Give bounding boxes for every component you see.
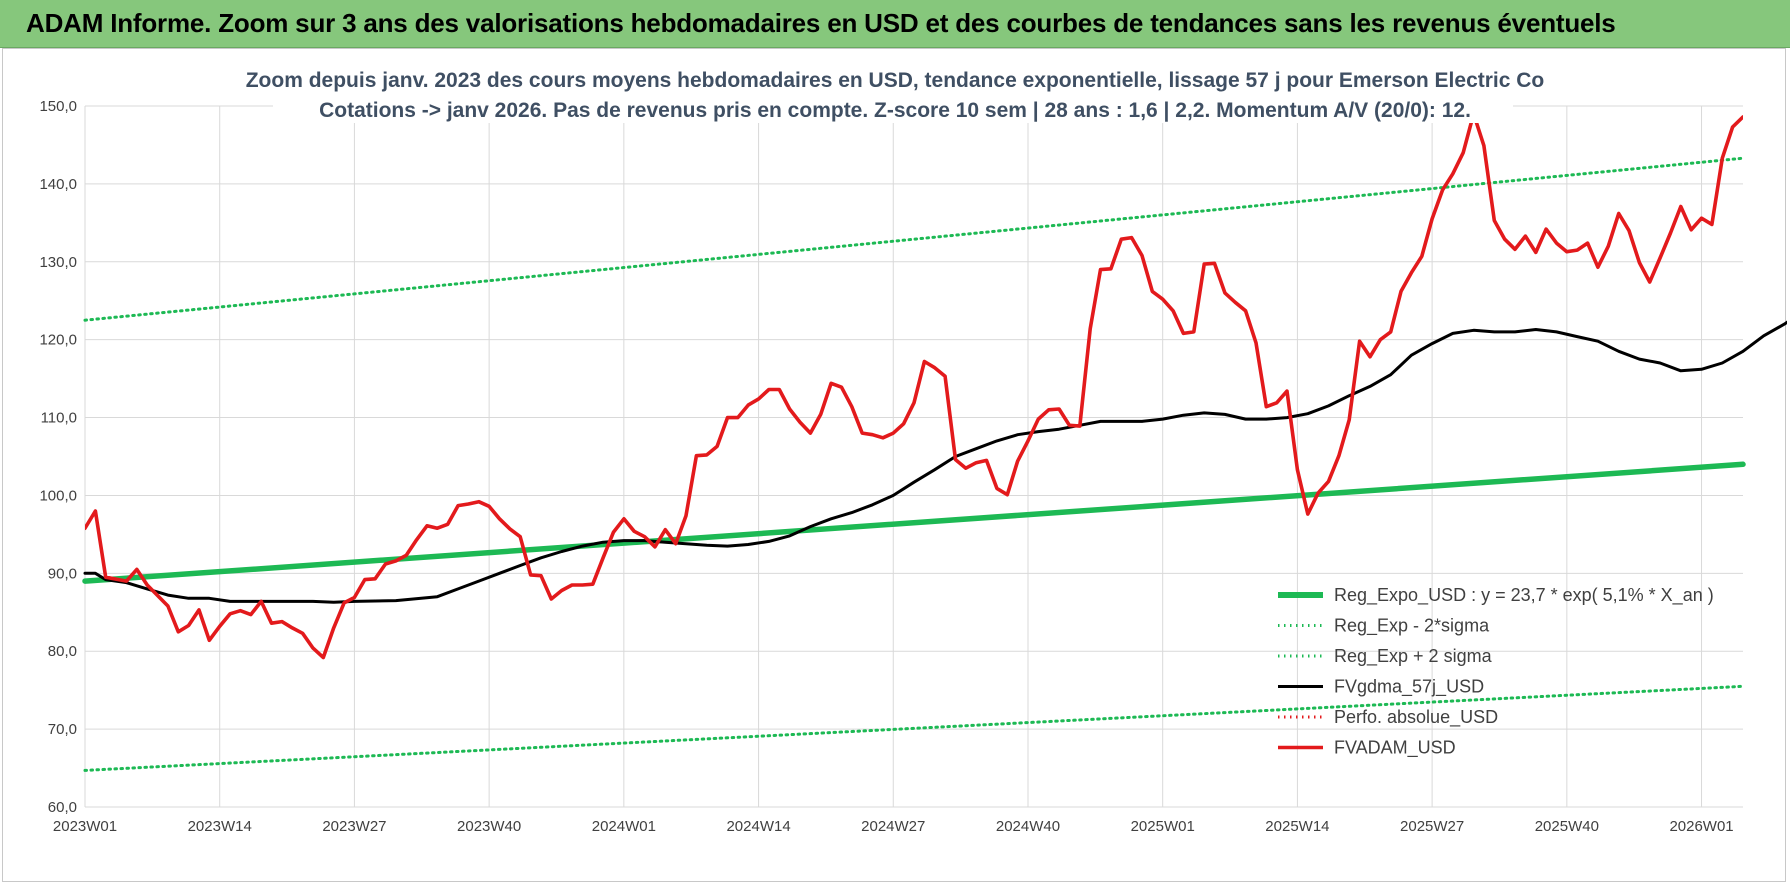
legend-label: Perfo. absolue_USD bbox=[1334, 707, 1498, 728]
y-tick-label: 90,0 bbox=[48, 565, 77, 582]
x-tick-label: 2023W27 bbox=[322, 818, 386, 835]
x-tick-label: 2025W40 bbox=[1535, 818, 1599, 835]
series-line-0 bbox=[82, 461, 1746, 584]
y-tick-label: 80,0 bbox=[48, 643, 77, 660]
y-tick-label: 140,0 bbox=[39, 176, 77, 193]
y-tick-label: 100,0 bbox=[39, 487, 77, 504]
series-line-2 bbox=[83, 156, 1745, 322]
x-axis-tick-labels: 2023W01 2023W14 2023W27 2023W40 2024W01 2024W… bbox=[53, 818, 1734, 835]
chart-title-line-2: Cotations -> janv 2026. Pas de revenus p… bbox=[319, 99, 1471, 122]
series-lines bbox=[82, 112, 1787, 772]
legend-label: Reg_Exp + 2 sigma bbox=[1334, 646, 1493, 667]
chart-frame: 60,0 70,0 80,0 90,0 100,0 110,0 120,0 130,0 140,… bbox=[2, 48, 1787, 882]
series-line-3 bbox=[83, 320, 1787, 604]
x-tick-label: 2026W01 bbox=[1669, 818, 1733, 835]
y-axis-tick-labels: 60,0 70,0 80,0 90,0 100,0 110,0 120,0 130,0 140,… bbox=[39, 98, 77, 816]
line-chart: 60,0 70,0 80,0 90,0 100,0 110,0 120,0 130,0 140,… bbox=[39, 63, 1787, 835]
legend-label: Reg_Expo_USD : y = 23,7 * exp( 5,1% * X_… bbox=[1334, 585, 1714, 606]
x-tick-label: 2024W01 bbox=[592, 818, 656, 835]
header-banner: ADAM Informe. Zoom sur 3 ans des valoris… bbox=[0, 0, 1790, 48]
x-tick-label: 2025W27 bbox=[1400, 818, 1464, 835]
legend-label: FVADAM_USD bbox=[1334, 738, 1456, 759]
y-tick-label: 150,0 bbox=[39, 98, 77, 115]
chart-title: Zoom depuis janv. 2023 des cours moyens … bbox=[246, 63, 1545, 123]
legend-label: FVgdma_57j_USD bbox=[1334, 677, 1484, 698]
chart-title-background bbox=[273, 63, 1513, 123]
x-tick-label: 2023W01 bbox=[53, 818, 117, 835]
y-tick-label: 130,0 bbox=[39, 254, 77, 271]
chart-legend: Reg_Expo_USD : y = 23,7 * exp( 5,1% * X_… bbox=[1278, 585, 1714, 759]
x-tick-label: 2025W01 bbox=[1131, 818, 1195, 835]
x-tick-label: 2024W27 bbox=[861, 818, 925, 835]
page-title: ADAM Informe. Zoom sur 3 ans des valoris… bbox=[26, 8, 1616, 38]
y-tick-label: 60,0 bbox=[48, 799, 77, 816]
series-line-5 bbox=[85, 112, 1743, 660]
x-gridlines bbox=[84, 106, 1703, 807]
x-tick-label: 2023W40 bbox=[457, 818, 521, 835]
y-tick-label: 110,0 bbox=[41, 410, 77, 427]
x-tick-label: 2025W14 bbox=[1265, 818, 1329, 835]
x-tick-label: 2024W14 bbox=[726, 818, 790, 835]
y-tick-label: 120,0 bbox=[39, 332, 77, 349]
legend-label: Reg_Exp - 2*sigma bbox=[1334, 616, 1490, 637]
x-tick-label: 2024W40 bbox=[996, 818, 1060, 835]
x-tick-label: 2023W14 bbox=[188, 818, 252, 835]
y-tick-label: 70,0 bbox=[48, 721, 77, 738]
chart-title-line-1: Zoom depuis janv. 2023 des cours moyens … bbox=[246, 69, 1545, 92]
series-line-1 bbox=[83, 684, 1745, 772]
